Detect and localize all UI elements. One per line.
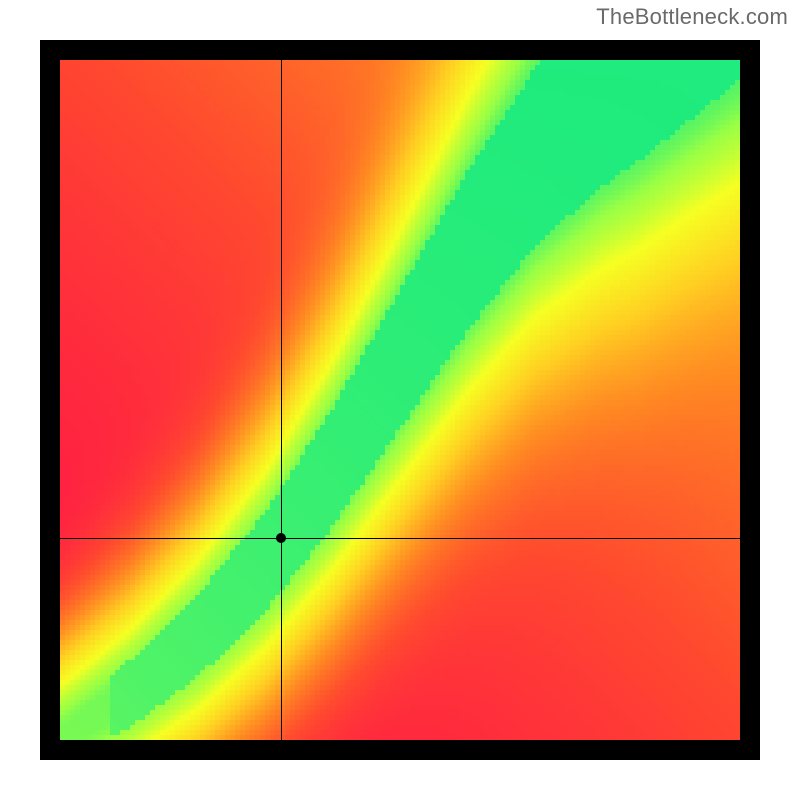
watermark-text: TheBottleneck.com [596, 4, 788, 30]
selected-point-marker [276, 533, 286, 543]
heatmap-canvas [60, 60, 740, 740]
crosshair-horizontal [60, 538, 740, 539]
crosshair-vertical [281, 60, 282, 740]
bottleneck-heatmap [40, 40, 760, 760]
